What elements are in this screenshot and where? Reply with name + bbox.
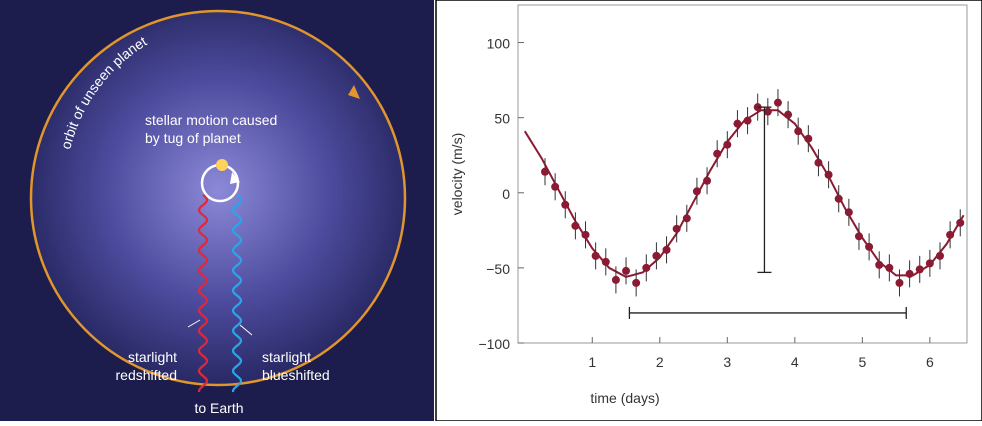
red-label: redshifted (116, 367, 177, 383)
red-label: starlight (128, 349, 177, 365)
data-point (905, 269, 914, 278)
x-tick-label: 4 (791, 354, 799, 370)
red-wave (197, 194, 209, 393)
chart-panel (435, 0, 982, 422)
data-point (713, 149, 722, 158)
y-tick-label: 100 (487, 36, 511, 52)
data-point (804, 134, 813, 143)
data-point (824, 170, 833, 179)
x-axis-label: time (days) (590, 390, 659, 406)
data-point (743, 116, 752, 125)
data-point (834, 194, 843, 203)
data-point (692, 187, 701, 196)
data-point (854, 232, 863, 241)
data-point (652, 251, 661, 260)
data-point (844, 208, 853, 217)
blue-wave (231, 194, 243, 393)
orbit-arrow (348, 85, 360, 99)
data-point (662, 245, 671, 254)
motion-arrow (230, 172, 240, 184)
star (216, 159, 228, 171)
data-point (723, 140, 732, 149)
data-point (581, 230, 590, 239)
blue-pointer (239, 324, 253, 336)
motion-label: stellar motion caused (145, 112, 277, 128)
data-point (622, 266, 631, 275)
data-point (703, 176, 712, 185)
x-tick-label: 6 (926, 354, 934, 370)
y-tick-label: 0 (502, 186, 510, 202)
data-point (672, 224, 681, 233)
data-point (784, 110, 793, 119)
data-point (794, 127, 803, 136)
data-point (682, 214, 691, 223)
data-point (885, 263, 894, 272)
data-point (895, 278, 904, 287)
y-tick-label: −50 (486, 261, 510, 277)
motion-label: by tug of planet (145, 130, 241, 146)
data-point (733, 119, 742, 128)
data-point (946, 230, 955, 239)
earth-label: to Earth (194, 400, 243, 416)
data-point (935, 251, 944, 260)
blue-label: starlight (262, 349, 311, 365)
data-point (591, 251, 600, 260)
x-tick-label: 5 (858, 354, 866, 370)
data-point (632, 278, 641, 287)
data-point (561, 200, 570, 209)
x-tick-label: 2 (656, 354, 664, 370)
y-axis-label: velocity (m/s) (449, 133, 465, 215)
data-point (642, 263, 651, 272)
diagram-panel: orbit of unseen planet stellar motion ca… (0, 0, 434, 421)
data-point (915, 265, 924, 274)
orbit (29, 9, 407, 387)
data-point (541, 167, 550, 176)
red-pointer (187, 319, 201, 328)
data-point (601, 257, 610, 266)
data-point (875, 260, 884, 269)
data-point (773, 98, 782, 107)
data-point (611, 275, 620, 284)
data-point (925, 259, 934, 268)
data-point (551, 182, 560, 191)
data-point (956, 218, 965, 227)
data-point (814, 158, 823, 167)
plot-frame (517, 4, 968, 344)
data-point (763, 107, 772, 116)
data-point (865, 242, 874, 251)
y-tick-label: −100 (478, 336, 510, 352)
blue-label: blueshifted (262, 367, 330, 383)
chart: −100 −50 0 50 100 1 2 3 4 5 6 time (days) velocity (… (449, 4, 968, 406)
x-tick-label: 1 (588, 354, 596, 370)
data-point (571, 221, 580, 230)
x-tick-label: 3 (723, 354, 731, 370)
y-tick-label: 50 (494, 111, 510, 127)
